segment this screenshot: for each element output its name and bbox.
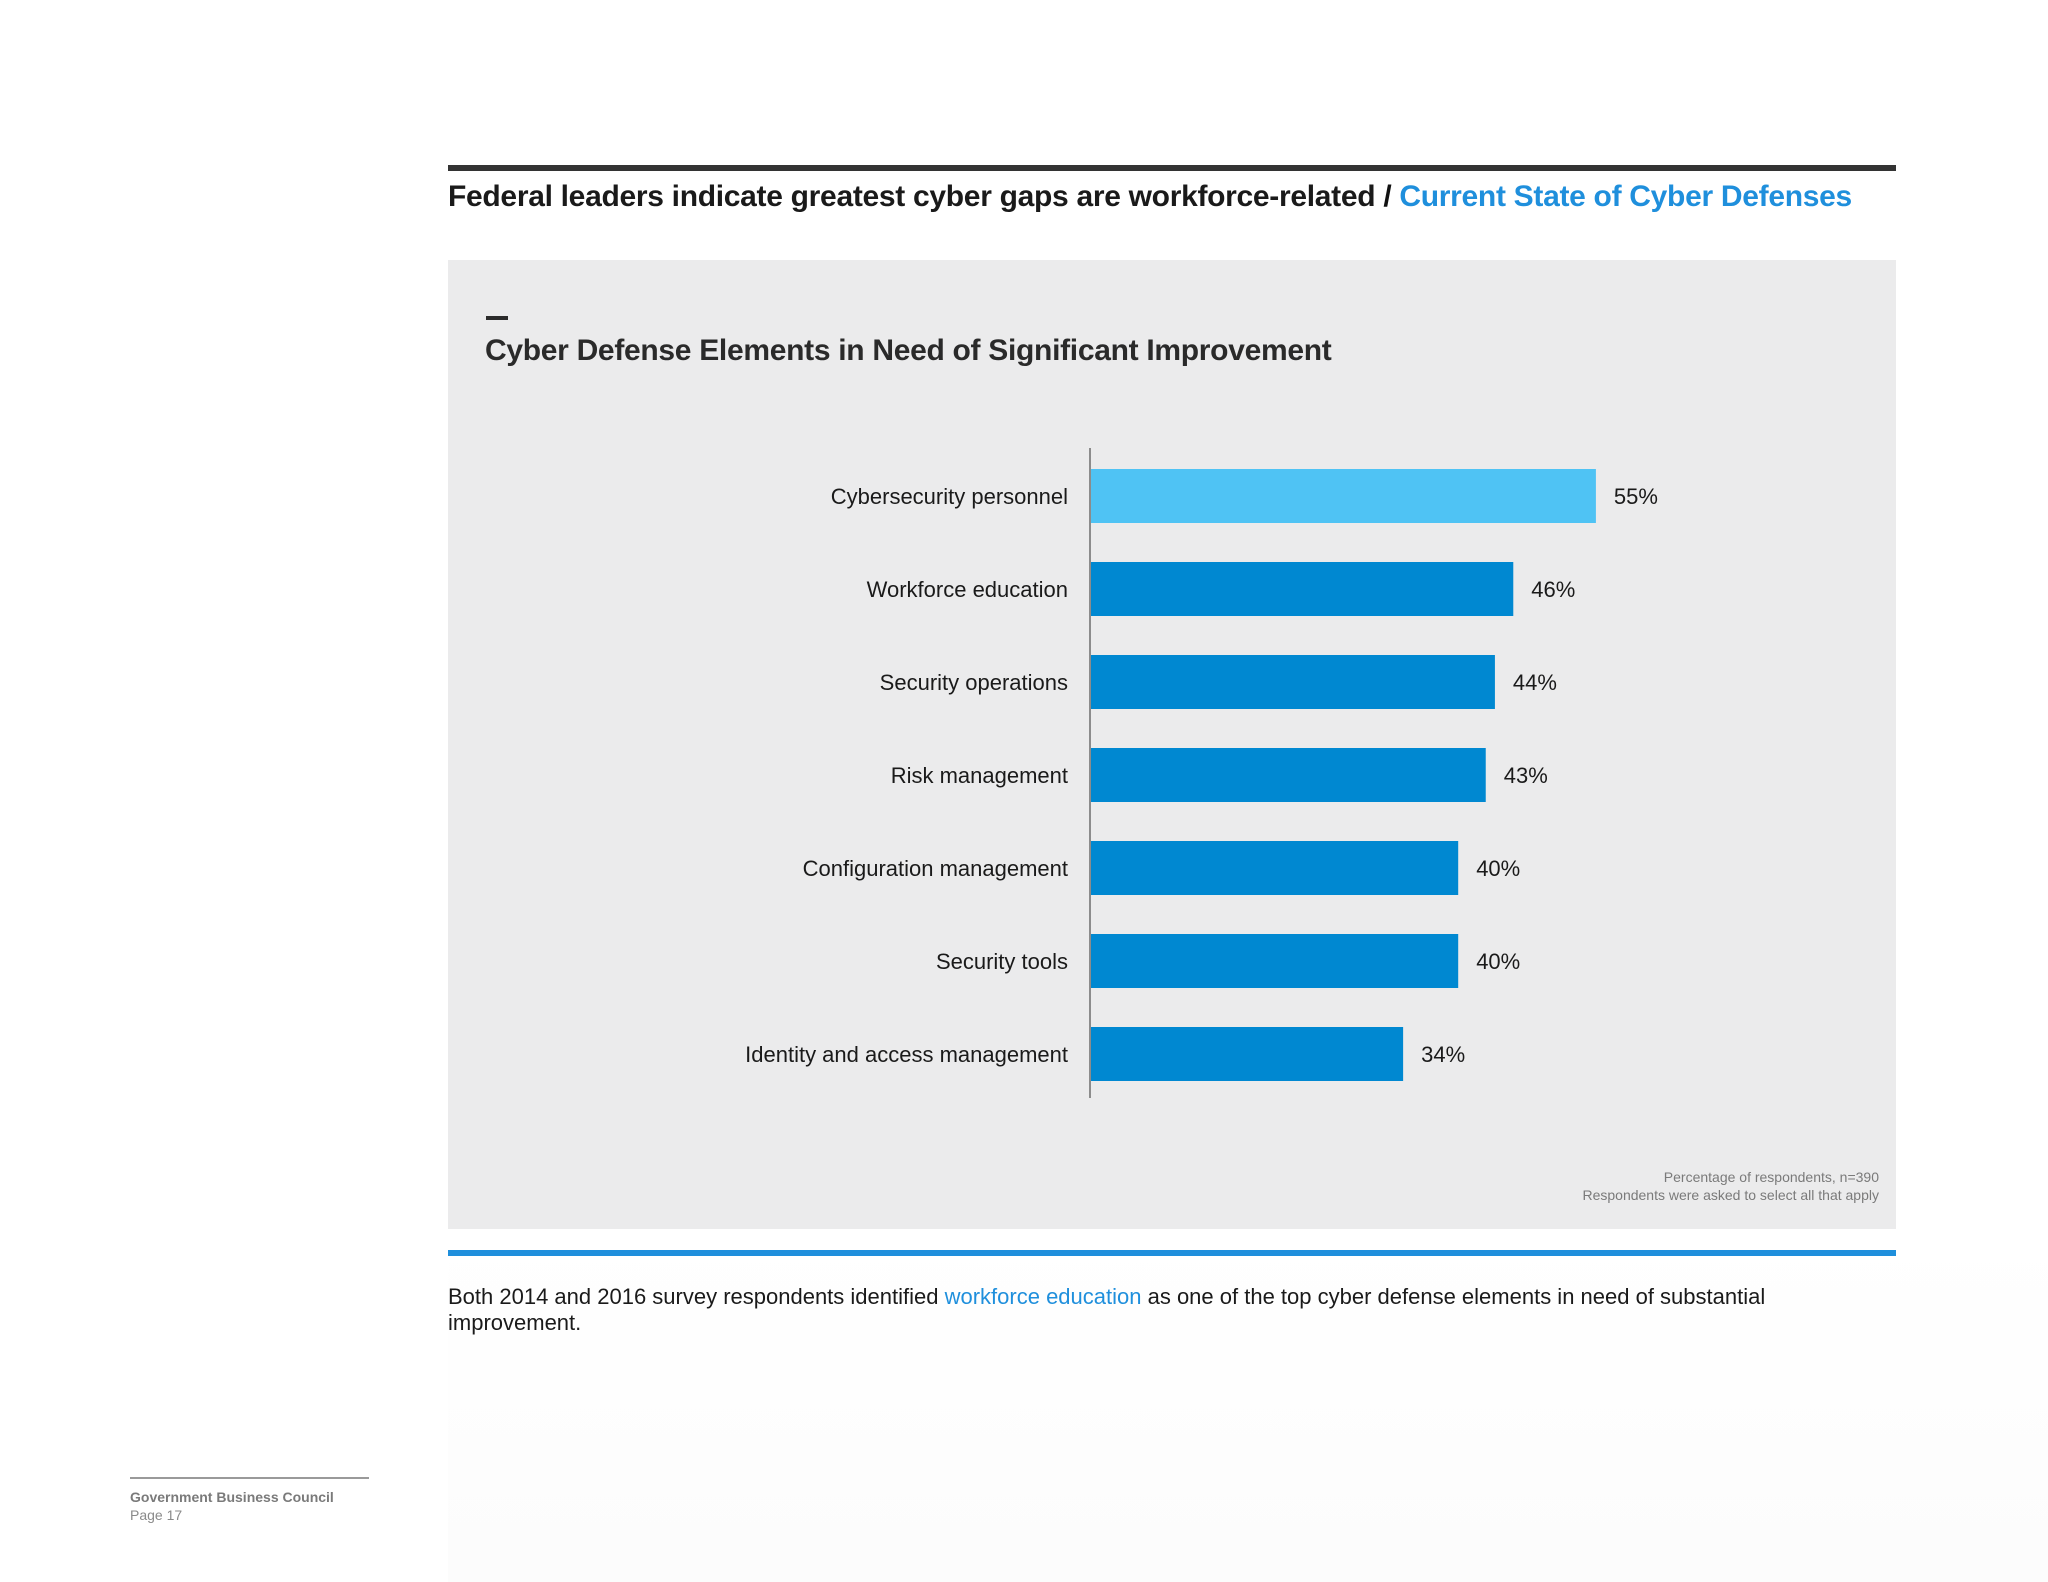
- chart-note: Percentage of respondents, n=390: [1663, 1169, 1879, 1185]
- header-separator: /: [1375, 180, 1400, 213]
- background-shade: [448, 1230, 2048, 1582]
- category-label: Cybersecurity personnel: [831, 484, 1068, 509]
- category-label: Configuration management: [803, 856, 1068, 881]
- category-label: Risk management: [891, 763, 1068, 788]
- category-label: Workforce education: [867, 577, 1068, 602]
- bar-chart: Cybersecurity personnel 55% Workforce educ…: [745, 448, 1658, 1098]
- category-label: Identity and access management: [745, 1042, 1068, 1067]
- category-label: Security operations: [880, 670, 1068, 695]
- accent-rule: [448, 1250, 1896, 1256]
- footer-rule: [130, 1477, 369, 1479]
- chart-title: Cyber Defense Elements in Need of Signif…: [485, 334, 1332, 367]
- summary-highlight: workforce education: [944, 1284, 1142, 1309]
- section-title: Current State of Cyber Defenses: [1399, 180, 1852, 213]
- value-label: 43%: [1504, 763, 1548, 788]
- value-label: 40%: [1476, 949, 1520, 974]
- bar: [1091, 655, 1495, 709]
- bar: [1091, 1027, 1404, 1081]
- value-label: 34%: [1421, 1042, 1465, 1067]
- value-label: 40%: [1476, 856, 1520, 881]
- page-title: Federal leaders indicate greatest cyber …: [448, 180, 1376, 213]
- bar: [1091, 934, 1459, 988]
- summary-text: Both 2014 and 2016 survey respondents id…: [448, 1284, 1888, 1336]
- chart-panel: Cyber Defense Elements in Need of Signif…: [448, 260, 1896, 1229]
- bar: [1091, 562, 1514, 616]
- page-number: Page 17: [130, 1507, 183, 1523]
- category-label: Security tools: [936, 949, 1068, 974]
- summary-text-start: Both 2014 and 2016 survey respondents id…: [448, 1284, 945, 1309]
- footer-organization: Government Business Council: [130, 1489, 334, 1505]
- summary-text-end: as one of the top cyber defense elements…: [448, 1284, 1766, 1335]
- bar: [1091, 469, 1596, 523]
- value-label: 55%: [1614, 484, 1658, 509]
- chart-note: Respondents were asked to select all tha…: [1582, 1187, 1879, 1203]
- value-label: 46%: [1531, 577, 1575, 602]
- value-label: 44%: [1513, 670, 1557, 695]
- title-dash: [486, 316, 508, 320]
- page-header: Federal leaders indicate greatest cyber …: [448, 180, 1908, 214]
- bar: [1091, 748, 1486, 802]
- top-rule: [448, 165, 1896, 171]
- bar: [1091, 841, 1459, 895]
- chart-notes: Percentage of respondents, n=390 Respond…: [1582, 1168, 1879, 1204]
